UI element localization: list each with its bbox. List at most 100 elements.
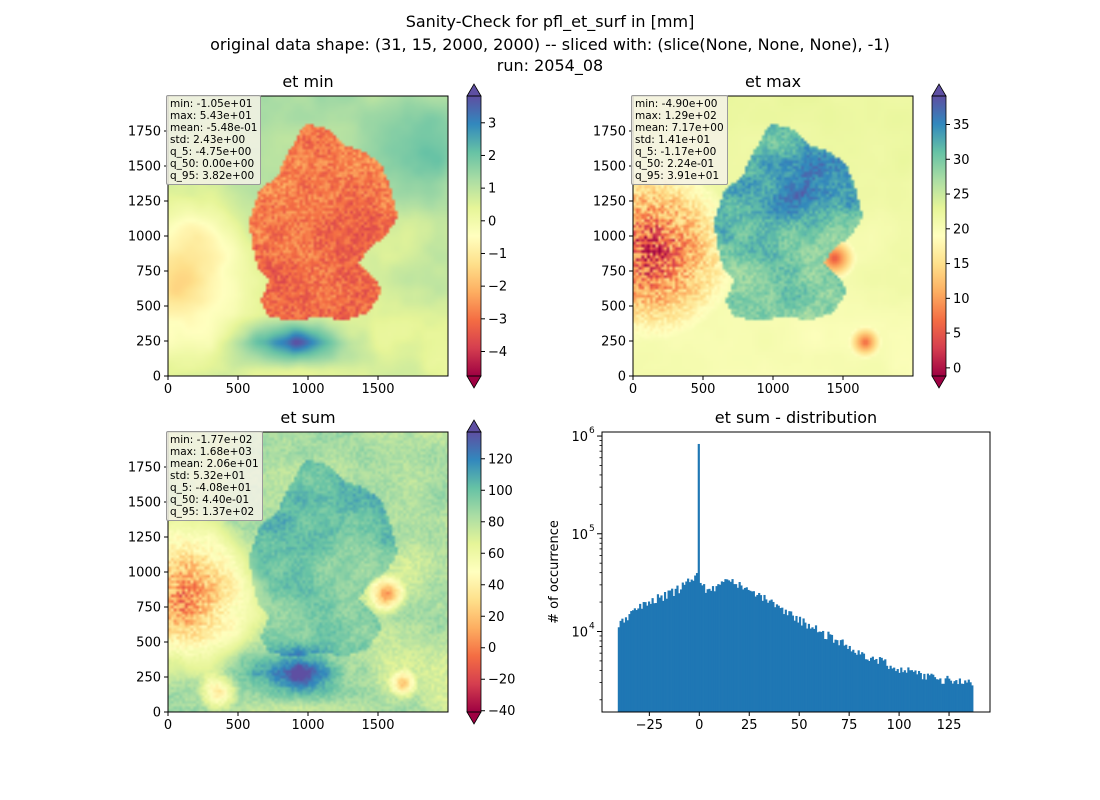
histogram-bar xyxy=(925,679,928,712)
et-sum-colorbar-frame xyxy=(466,431,482,713)
histogram-bar xyxy=(951,683,954,712)
et-sum-xtick-label: 1000 xyxy=(291,718,324,733)
histogram-bar xyxy=(697,443,700,712)
et-min-stats-line: min: -1.05e+01 xyxy=(170,98,253,110)
histogram-ytick-exponent: 4 xyxy=(589,621,595,631)
histogram-bar xyxy=(710,590,713,712)
histogram-bar xyxy=(766,602,770,712)
et-max-title: et max xyxy=(744,72,802,91)
et-sum-xtick-label: 0 xyxy=(164,718,172,733)
et-max-ytick-label: 1500 xyxy=(593,160,626,175)
histogram-bar xyxy=(859,654,862,712)
et-min-colorbar-tick-label: −2 xyxy=(488,280,507,295)
histogram-bar xyxy=(864,659,867,712)
histogram-bar xyxy=(957,684,960,712)
histogram-bar xyxy=(967,679,970,712)
et-max-colorbar-frame xyxy=(931,95,947,377)
histogram-bar xyxy=(717,584,720,712)
histogram-bar xyxy=(777,605,780,712)
histogram-bar xyxy=(674,588,677,712)
et-sum-ytick-label: 0 xyxy=(153,706,161,721)
histogram-bar xyxy=(790,611,793,712)
histogram-bar xyxy=(656,594,660,712)
histogram-bar xyxy=(699,582,702,712)
histogram-bar xyxy=(711,586,715,712)
histogram-bar xyxy=(621,618,624,712)
et-sum-colorbar-tick-label: 20 xyxy=(488,610,505,625)
histogram-bar xyxy=(729,581,732,712)
et-sum-stats-line: std: 5.32e+01 xyxy=(170,470,246,482)
histogram-bar xyxy=(898,672,901,712)
et-min-ytick-label: 500 xyxy=(136,300,161,315)
histogram-bar xyxy=(672,595,676,712)
histogram-bar xyxy=(619,620,622,712)
et-max-stats-line: q_5: -1.17e+00 xyxy=(635,146,717,158)
et-max-stats-line: q_95: 3.91e+01 xyxy=(635,170,720,182)
histogram-bar xyxy=(663,592,667,712)
histogram-bar xyxy=(960,683,963,712)
et-min-stats-line: max: 5.43e+01 xyxy=(170,110,252,122)
histogram-bar xyxy=(635,610,638,712)
histogram-bar xyxy=(793,620,796,712)
et-sum-colorbar-extend-max xyxy=(466,419,482,433)
histogram-bar xyxy=(738,582,741,712)
histogram-bar xyxy=(758,592,761,712)
histogram-bar xyxy=(806,628,809,712)
et-min-ytick-label: 1500 xyxy=(128,160,161,175)
suptitle-line3: run: 2054_08 xyxy=(496,56,604,75)
et-max-colorbar-tick-label: 15 xyxy=(953,257,970,272)
et-sum-colorbar-tick-label: 60 xyxy=(488,547,505,562)
histogram-bar xyxy=(822,630,825,712)
et-min-ytick-label: 1250 xyxy=(128,195,161,210)
histogram-bar xyxy=(784,609,787,712)
histogram-bar xyxy=(743,587,747,712)
histogram-bar xyxy=(775,604,779,712)
histogram-bar xyxy=(818,631,821,712)
et-max-xtick-label: 500 xyxy=(691,382,716,397)
histogram-bar xyxy=(750,591,754,712)
histogram-bar xyxy=(919,673,922,712)
et-sum-colorbar-tick-label: −40 xyxy=(488,704,515,719)
histogram-bar xyxy=(701,585,704,712)
histogram-bar xyxy=(683,584,686,712)
histogram-bar xyxy=(644,602,647,712)
histogram-bar xyxy=(774,607,777,712)
histogram-bar xyxy=(704,592,707,712)
histogram-bar xyxy=(964,680,967,712)
histogram-bar xyxy=(854,652,857,712)
histogram-bar xyxy=(807,623,811,712)
histogram-bar xyxy=(800,625,803,712)
histogram-bar xyxy=(825,639,828,712)
histogram-bar xyxy=(928,675,931,712)
histogram-bar xyxy=(772,601,775,712)
et-min-stats-box: min: -1.05e+01 max: 5.43e+01 mean: -5.48e-… xyxy=(166,95,262,185)
histogram-bar xyxy=(962,683,965,712)
histogram-bar xyxy=(845,644,848,712)
histogram-bar xyxy=(852,649,855,712)
histogram-bar xyxy=(724,579,727,712)
histogram-axes-frame xyxy=(601,431,991,713)
et-min-colorbar-tick-label: 2 xyxy=(488,149,496,164)
et-sum-colorbar-tick-label: −20 xyxy=(488,673,515,688)
histogram-bar xyxy=(727,580,731,712)
histogram-bar xyxy=(688,582,692,712)
et-sum-ytick-label: 750 xyxy=(136,601,161,616)
et-max-colorbar-tick-label: 20 xyxy=(953,222,970,237)
et-sum-ytick-label: 250 xyxy=(136,671,161,686)
histogram-bar xyxy=(827,631,830,712)
histogram-bar xyxy=(838,645,841,712)
et-max-colorbar xyxy=(932,96,946,376)
histogram-bar xyxy=(628,614,631,712)
et-max-stats-line: mean: 7.17e+00 xyxy=(635,122,724,134)
histogram-bar xyxy=(942,683,945,712)
et-sum-ytick-label: 1000 xyxy=(128,566,161,581)
histogram-bar xyxy=(932,674,935,712)
histogram-bar xyxy=(779,608,782,712)
histogram-bar xyxy=(765,599,768,712)
histogram-bar xyxy=(958,678,961,712)
et-sum-colorbar-tick-label: 80 xyxy=(488,515,505,530)
histogram-bar xyxy=(624,617,628,712)
histogram-ylabel: # of occurrence xyxy=(547,520,562,624)
histogram-bar xyxy=(893,667,896,712)
